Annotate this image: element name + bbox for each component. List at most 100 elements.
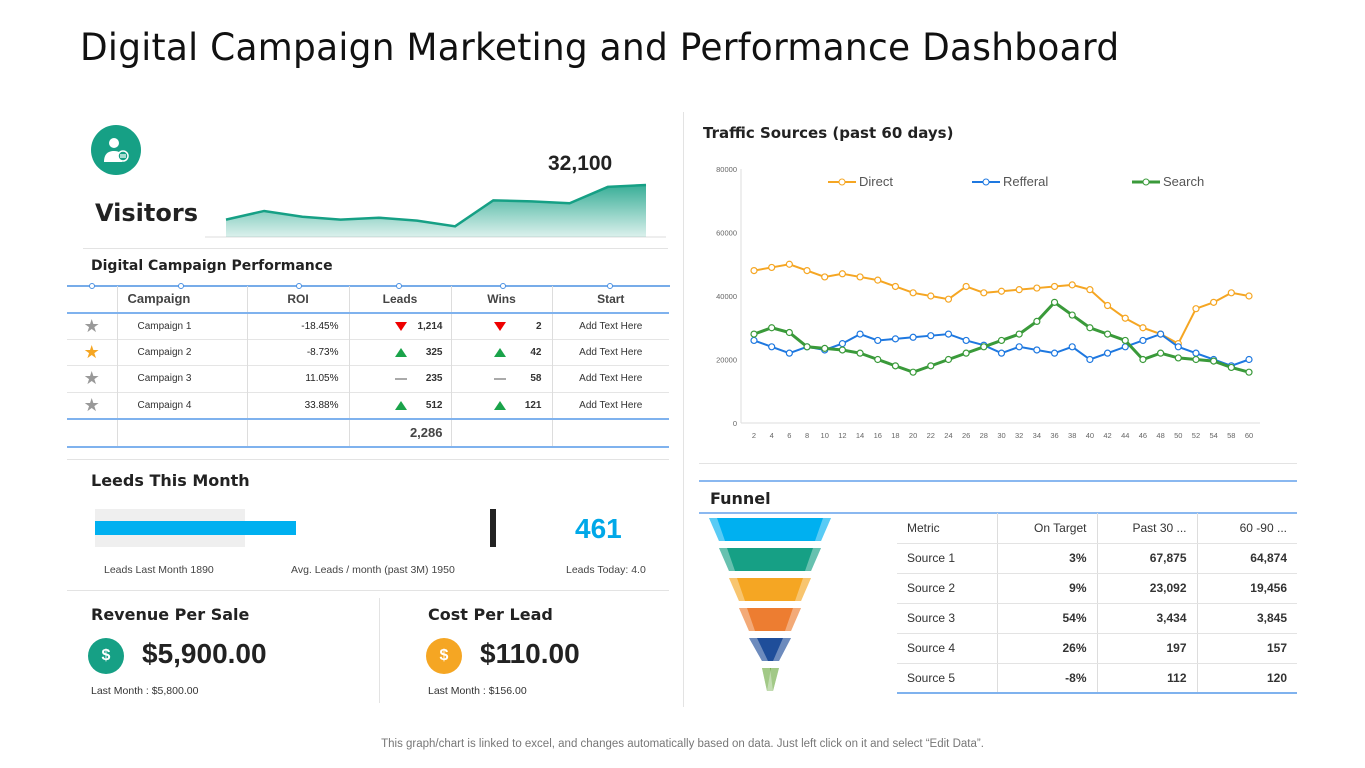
legend-item: Direct: [828, 174, 893, 189]
x-tick-label: 2: [752, 431, 756, 440]
data-point: [1210, 357, 1218, 365]
trend-flat-icon: [493, 377, 506, 380]
campaign-leads: 1,214: [417, 320, 443, 332]
funnel-stage: [719, 548, 821, 571]
campaign-row: ★ Campaign 1 -18.45% 1,214 2 Add Text He…: [67, 312, 669, 339]
funnel-metric: Source 5: [897, 663, 998, 694]
data-point: [909, 289, 917, 297]
data-point: [1103, 330, 1112, 338]
funnel-col-past60: 60 -90 ...: [1197, 513, 1297, 544]
data-point: [927, 362, 935, 370]
data-point: [856, 330, 864, 338]
funnel-past30: 112: [1097, 663, 1198, 694]
data-point: [803, 343, 811, 351]
star-icon[interactable]: ★: [67, 312, 118, 339]
campaign-roi: -8.73%: [247, 339, 350, 366]
data-point: [1245, 292, 1253, 300]
data-point: [838, 340, 846, 348]
funnel-metric: Source 2: [897, 573, 998, 604]
revenue-title: Revenue Per Sale: [91, 605, 250, 624]
data-point: [874, 276, 882, 284]
y-tick-label: 80000: [716, 165, 737, 174]
x-tick-label: 12: [838, 431, 846, 440]
data-point: [1121, 314, 1129, 322]
data-point: [1050, 298, 1059, 306]
x-tick-label: 22: [927, 431, 935, 440]
money-bag-icon: $: [426, 638, 462, 674]
leads-last-month: Leads Last Month 1890: [104, 564, 214, 576]
funnel-target: 54%: [997, 603, 1098, 634]
data-point: [856, 349, 864, 357]
data-point: [785, 328, 793, 337]
funnel-metric: Source 1: [897, 543, 998, 574]
data-point: [1015, 286, 1023, 294]
x-tick-label: 36: [1050, 431, 1058, 440]
x-tick-label: 38: [1068, 431, 1076, 440]
funnel-col-metric: Metric: [897, 513, 998, 544]
data-point: [1245, 368, 1253, 376]
data-point: [1139, 355, 1147, 364]
money-hand-icon: $: [88, 638, 124, 674]
data-point: [1139, 336, 1147, 345]
funnel-stage: [709, 518, 831, 541]
data-point: [838, 270, 846, 278]
data-point: [874, 355, 882, 364]
data-point: [1174, 343, 1182, 351]
star-icon[interactable]: ★: [67, 392, 118, 419]
x-tick-label: 8: [805, 431, 809, 440]
funnel-past60: 120: [1197, 663, 1297, 694]
campaign-wins: 121: [524, 399, 542, 411]
data-point: [1139, 324, 1147, 332]
data-point: [1033, 284, 1041, 292]
data-point: [997, 287, 1006, 295]
trend-up-icon: [493, 347, 506, 357]
funnel-past30: 23,092: [1097, 573, 1198, 604]
x-tick-label: 34: [1033, 431, 1041, 440]
campaign-leads: 512: [425, 399, 443, 411]
x-tick-label: 26: [962, 431, 970, 440]
campaign-start: Add Text Here: [579, 320, 643, 332]
cost-title: Cost Per Lead: [428, 605, 553, 624]
x-tick-label: 60: [1245, 431, 1253, 440]
data-point: [1157, 349, 1165, 357]
campaign-name: Campaign 3: [117, 365, 248, 392]
funnel-metric: Source 4: [897, 633, 998, 664]
data-point: [1157, 330, 1165, 338]
trend-down-icon: [493, 321, 506, 331]
legend-label: Search: [1163, 174, 1204, 189]
cost-value: $110.00: [480, 638, 580, 669]
funnel-row: Source 2 9% 23,092 19,456: [897, 573, 1297, 604]
funnel-col-past30: Past 30 ...: [1097, 513, 1198, 544]
revenue-value: $5,900.00: [142, 638, 267, 669]
traffic-title: Traffic Sources (past 60 days): [703, 124, 954, 142]
data-point: [962, 336, 970, 345]
data-point: [1210, 298, 1218, 306]
data-point: [962, 349, 970, 357]
funnel-past30: 197: [1097, 633, 1198, 664]
data-point: [1192, 355, 1200, 364]
x-tick-label: 32: [1015, 431, 1023, 440]
star-icon[interactable]: ★: [67, 339, 118, 366]
data-point: [1068, 343, 1076, 351]
data-point: [1015, 330, 1023, 338]
y-tick-label: 0: [733, 419, 737, 428]
campaign-roi: 33.88%: [247, 392, 350, 419]
campaign-start: Add Text Here: [579, 399, 643, 411]
funnel-table: Metric On Target Past 30 ... 60 -90 ... …: [897, 513, 1297, 694]
x-tick-label: 50: [1174, 431, 1182, 440]
data-point: [856, 273, 864, 281]
data-point: [997, 336, 1006, 345]
col-leads: Leads: [349, 286, 452, 313]
data-point: [1174, 354, 1182, 362]
data-point: [1121, 336, 1129, 345]
data-point: [1068, 281, 1076, 289]
funnel-target: 9%: [997, 573, 1098, 604]
data-point: [821, 273, 829, 281]
campaign-row: ★ Campaign 2 -8.73% 325 42 Add Text Here: [67, 339, 669, 366]
star-icon[interactable]: ★: [67, 365, 118, 392]
x-tick-label: 48: [1156, 431, 1164, 440]
data-point: [750, 330, 758, 338]
leads-value: 461: [575, 513, 622, 544]
data-point: [1033, 346, 1041, 354]
